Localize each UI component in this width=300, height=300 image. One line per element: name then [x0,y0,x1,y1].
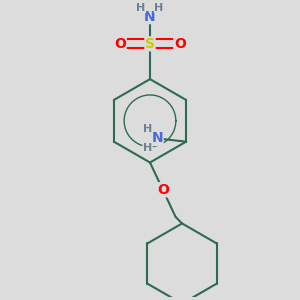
Text: N: N [144,10,156,24]
Text: O: O [157,183,169,197]
Text: N: N [152,131,163,146]
Text: H: H [136,3,146,13]
Text: S: S [145,37,155,51]
Text: O: O [114,37,126,51]
Text: H: H [154,3,164,13]
Text: H: H [143,143,152,153]
Text: O: O [174,37,186,51]
Text: H: H [143,124,152,134]
